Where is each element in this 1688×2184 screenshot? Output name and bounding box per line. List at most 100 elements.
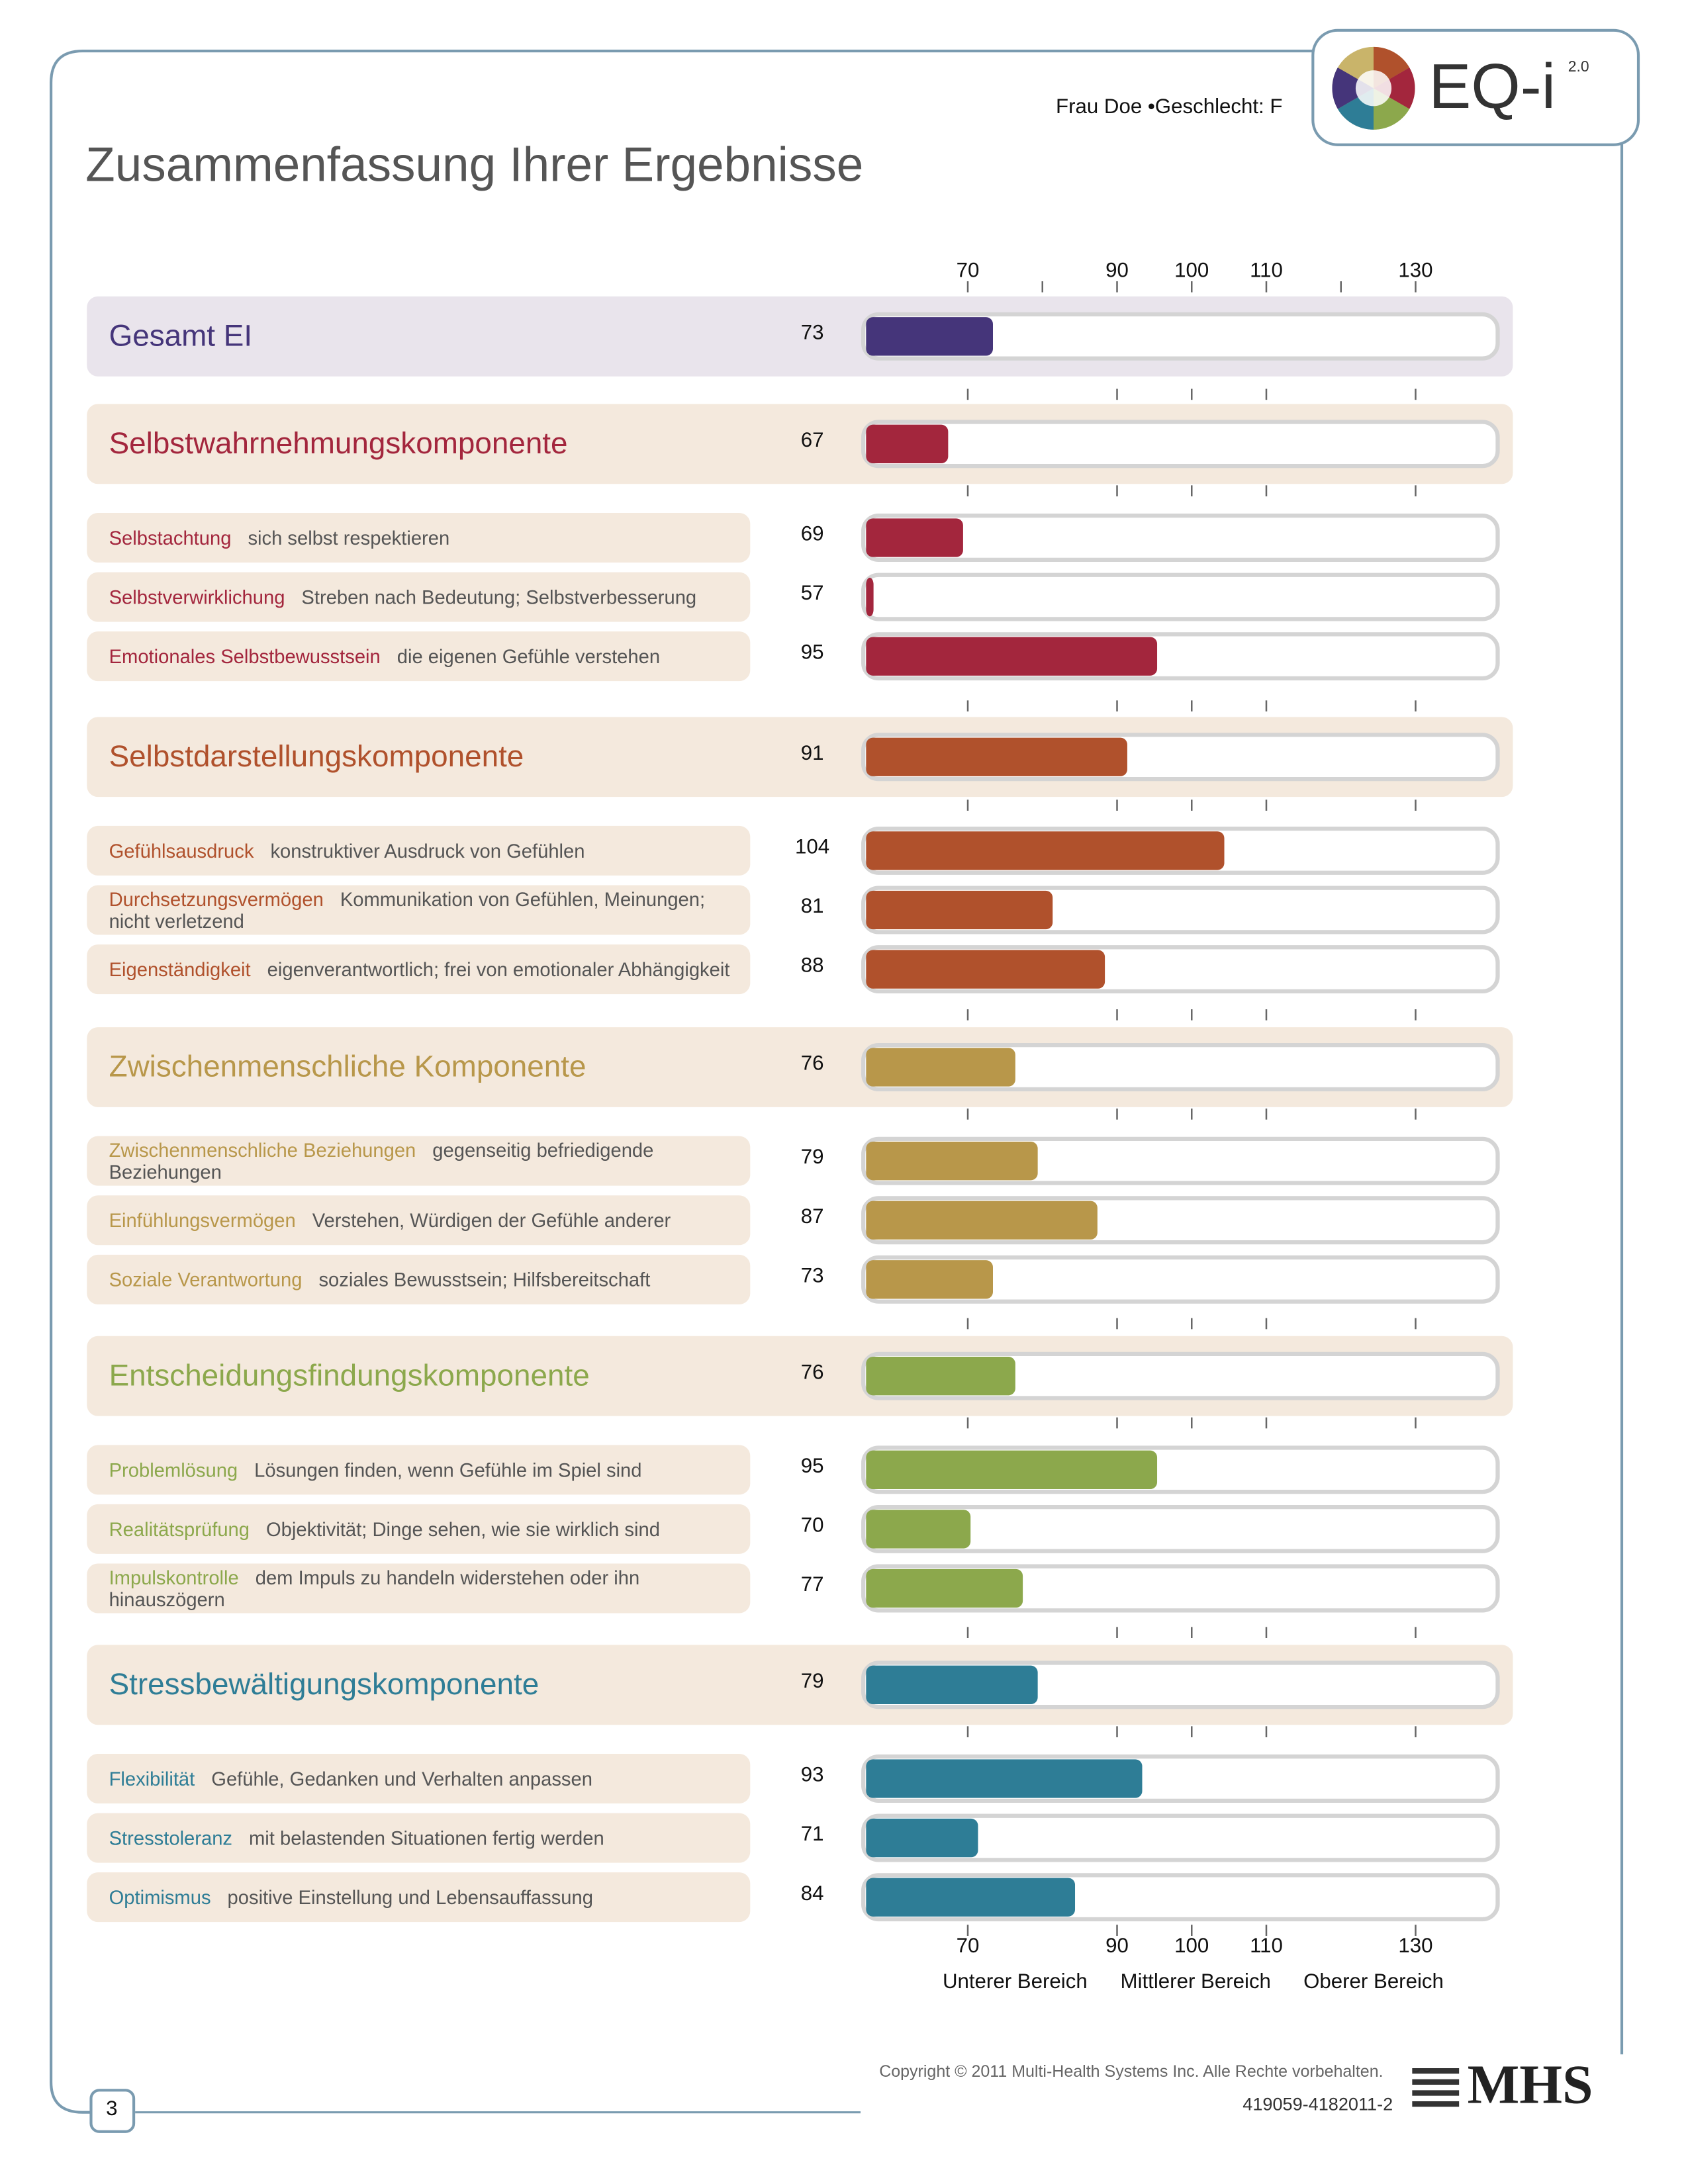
item-label: Zwischenmenschliche Beziehungen gegenseit…: [109, 1136, 743, 1186]
item-label-text: Problemlösung Lösungen finden, wenn Gefüh…: [109, 1445, 743, 1494]
frame: [50, 50, 1325, 2114]
item-description: Gefühle, Gedanken und Verhalten anpassen: [211, 1767, 592, 1790]
bar: [866, 1048, 1015, 1087]
item-label: Selbstachtung sich selbst respektieren: [109, 526, 450, 549]
x-tick-label: 90: [1105, 1934, 1129, 1957]
row-title: Entscheidungsfindungskomponente: [109, 1358, 590, 1392]
row-title: Selbstdarstellungskomponente: [109, 739, 524, 773]
value-label: 95: [801, 641, 824, 664]
item-label-text: Selbstverwirklichung Streben nach Bedeutu…: [109, 572, 743, 622]
row-title: Selbstwahrnehmungskomponente: [109, 426, 568, 460]
item-name: Einfühlungsvermögen: [109, 1209, 296, 1232]
value-label: 79: [801, 1145, 824, 1168]
brand-icon: [1412, 2068, 1460, 2107]
item-label-text: Flexibilität Gefühle, Gedanken und Verhal…: [109, 1754, 743, 1803]
item-description: Lösungen finden, wenn Gefühle im Spiel s…: [254, 1459, 642, 1481]
item-label-inner: Optimismus positive Einstellung und Leben…: [109, 1886, 593, 1908]
bar-track: [861, 572, 1500, 621]
bar-track: [861, 312, 1500, 361]
item-panel: [87, 944, 751, 995]
page-number: 3: [106, 2097, 117, 2120]
bar-track: [861, 420, 1500, 469]
value-label: 73: [801, 320, 824, 343]
bar: [866, 424, 949, 463]
item-label-inner: Stresstoleranz mit belastenden Situatione…: [109, 1827, 604, 1848]
item-label: Eigenständigkeit eigenverantwortlich; fre…: [109, 958, 730, 981]
item-label-inner: Realitätsprüfung Objektivität; Dinge sehe…: [109, 1518, 660, 1540]
item-name: Stresstoleranz: [109, 1827, 233, 1849]
value-label: 76: [801, 1052, 824, 1075]
value-label: 95: [801, 1454, 824, 1477]
x-tick-label: 70: [957, 259, 980, 282]
item-panel: [87, 1445, 751, 1495]
item-label-text: Gefühlsausdruck konstruktiver Ausdruck vo…: [109, 826, 743, 876]
value-label: 71: [801, 1822, 824, 1845]
value-label: 84: [801, 1882, 824, 1905]
item-name: Gefühlsausdruck: [109, 839, 254, 862]
item-description: positive Einstellung und Lebensauffassun…: [227, 1886, 593, 1909]
value-label: 69: [801, 522, 824, 545]
item-label-inner: Problemlösung Lösungen finden, wenn Gefüh…: [109, 1459, 642, 1480]
bar: [866, 1201, 1098, 1240]
document-code: 419059-4182011-2: [1243, 2093, 1393, 2114]
item-label: Selbstverwirklichung Streben nach Bedeutu…: [109, 572, 743, 622]
item-label: Soziale Verantwortung soziales Bewusstsei…: [109, 1255, 743, 1304]
row-title: Gesamt EI: [109, 319, 252, 353]
logo-text: EQ-i: [1429, 51, 1556, 122]
item-label-text: Soziale Verantwortung soziales Bewusstsei…: [109, 1255, 743, 1304]
item-label: Problemlösung Lösungen finden, wenn Gefüh…: [109, 1445, 743, 1494]
item-label: Gefühlsausdruck konstruktiver Ausdruck vo…: [109, 826, 743, 876]
item-name: Emotionales Selbstbewusstsein: [109, 645, 381, 668]
item-name: Problemlösung: [109, 1459, 238, 1481]
item-description: Kommunikation von Gefühlen, Meinungen; n…: [109, 887, 706, 933]
item-panel: [87, 1254, 751, 1304]
range-label: Oberer Bereich: [1303, 1970, 1444, 1993]
item-name: Impulskontrolle: [109, 1566, 239, 1588]
item-label: Einfühlungsvermögen Verstehen, Würdigen d…: [109, 1209, 671, 1231]
item-label: Stresstoleranz mit belastenden Situatione…: [109, 1813, 743, 1863]
brand: MHS: [1468, 2054, 1593, 2115]
x-tick-label: 70: [957, 1934, 980, 1957]
item-label-text: Zwischenmenschliche Beziehungen gegenseit…: [109, 1136, 743, 1186]
item-label-inner: Einfühlungsvermögen Verstehen, Würdigen d…: [109, 1209, 671, 1231]
item-panel: [87, 1195, 751, 1246]
bar: [866, 1450, 1158, 1489]
item-description: eigenverantwortlich; frei von emotionale…: [267, 958, 730, 981]
value-label: 76: [801, 1360, 824, 1383]
bar: [866, 1357, 1015, 1396]
item-panel: [87, 1136, 751, 1186]
row-title: Zwischenmenschliche Komponente: [109, 1050, 586, 1083]
value-label: 67: [801, 428, 824, 451]
item-label: Durchsetzungsvermögen Kommunikation von G…: [109, 887, 706, 933]
range-label: Mittlerer Bereich: [1121, 1970, 1271, 1993]
item-label-text: Optimismus positive Einstellung und Leben…: [109, 1872, 743, 1922]
value-label: 73: [801, 1263, 824, 1287]
row-title: Stressbewältigungskomponente: [109, 1667, 539, 1701]
item-name: Optimismus: [109, 1886, 211, 1909]
item-panel: [87, 885, 751, 935]
bar-track: [861, 1043, 1500, 1091]
x-tick-label: 90: [1105, 259, 1129, 282]
x-tick-label: 130: [1398, 259, 1432, 282]
item-label-inner: Zwischenmenschliche Beziehungen gegenseit…: [109, 1139, 743, 1183]
item-panel: [87, 1872, 751, 1923]
bar: [866, 1818, 978, 1858]
item-panel: [87, 1754, 751, 1803]
item-name: Selbstverwirklichung: [109, 586, 285, 608]
item-description: sich selbst respektieren: [248, 526, 450, 549]
item-label-text: Realitätsprüfung Objektivität; Dinge sehe…: [109, 1504, 743, 1554]
item-panel: [87, 513, 751, 563]
value-label: 91: [801, 741, 824, 764]
item-label-text: Stresstoleranz mit belastenden Situatione…: [109, 1813, 743, 1863]
value-label: 57: [801, 581, 824, 604]
copyright: Copyright © 2011 Multi-Health Systems In…: [879, 2062, 1383, 2081]
item-label-inner: Gefühlsausdruck konstruktiver Ausdruck vo…: [109, 840, 585, 862]
person-info: Frau Doe •Geschlecht: F: [1056, 95, 1283, 118]
bar: [866, 950, 1105, 989]
value-label: 87: [801, 1205, 824, 1228]
bar: [866, 317, 993, 356]
bar: [866, 1142, 1038, 1181]
item-name: Realitätsprüfung: [109, 1518, 250, 1541]
value-label: 79: [801, 1669, 824, 1692]
